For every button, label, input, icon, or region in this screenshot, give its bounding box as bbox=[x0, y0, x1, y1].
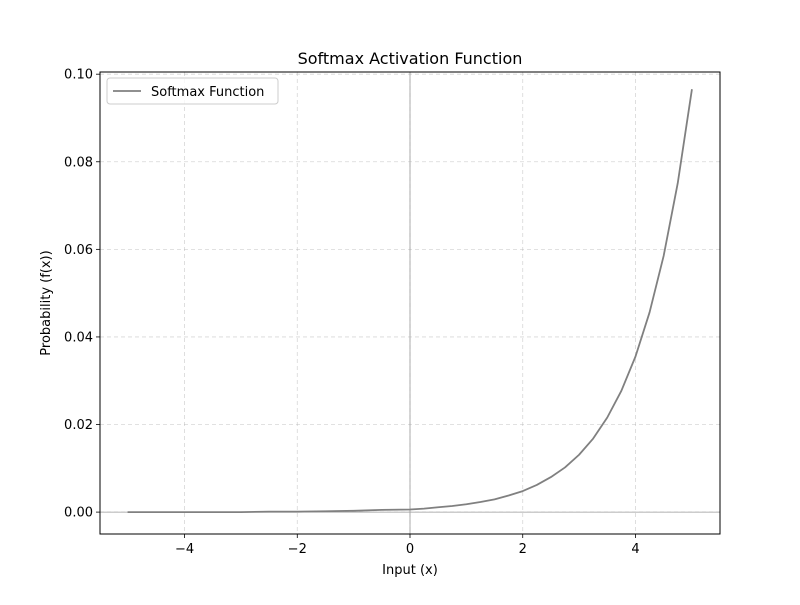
x-axis-label: Input (x) bbox=[382, 563, 438, 578]
y-tick-label: 0.06 bbox=[64, 243, 93, 258]
series-layer bbox=[127, 89, 693, 513]
y-tick-label: 0.08 bbox=[64, 155, 93, 170]
x-axis-ticks: −4 −2 0 2 4 bbox=[175, 534, 640, 557]
legend-box bbox=[106, 77, 279, 105]
y-tick-label: 0.10 bbox=[64, 68, 93, 83]
y-axis-label: Probability (f(x)) bbox=[39, 250, 54, 355]
x-tick-label: −4 bbox=[175, 542, 194, 557]
x-tick-label: 0 bbox=[406, 542, 414, 557]
y-tick-label: 0.04 bbox=[64, 330, 93, 345]
x-tick-label: 4 bbox=[631, 542, 639, 557]
legend-label: Softmax Function bbox=[151, 85, 264, 100]
x-tick-label: −2 bbox=[288, 542, 307, 557]
y-axis-ticks: 0.00 0.02 0.04 0.06 0.08 0.10 bbox=[64, 68, 100, 521]
series-line bbox=[127, 89, 693, 513]
chart-title: Softmax Activation Function bbox=[298, 49, 523, 68]
legend: Softmax Function bbox=[106, 77, 279, 105]
y-tick-label: 0.00 bbox=[64, 506, 93, 521]
y-tick-label: 0.02 bbox=[64, 418, 93, 433]
x-tick-label: 2 bbox=[519, 542, 527, 557]
